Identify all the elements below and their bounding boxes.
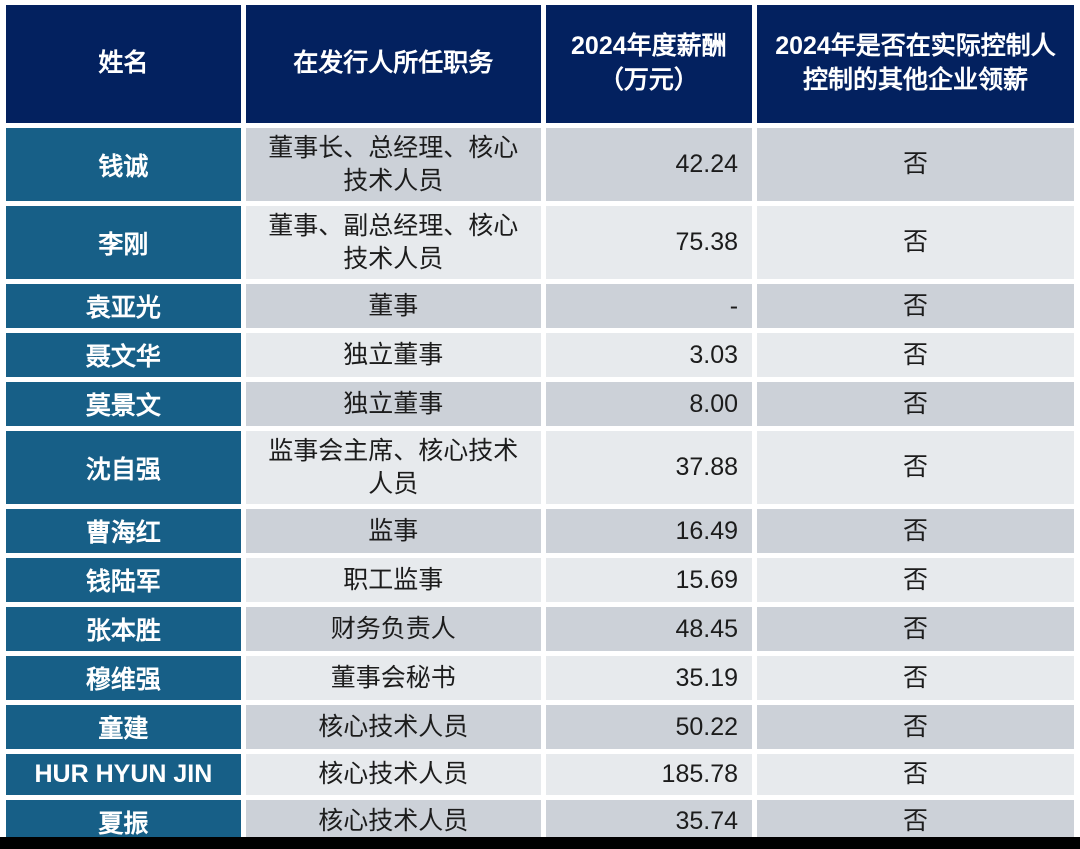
- salary-cell: 185.78: [545, 754, 753, 795]
- name-cell: 曹海红: [6, 509, 241, 553]
- name-cell: 童建: [6, 705, 241, 749]
- salary-cell: 35.19: [545, 656, 753, 700]
- table-row: 夏振 核心技术人员 35.74 否: [6, 799, 1074, 844]
- col-header-salary: 2024年度薪酬 （万元）: [545, 5, 753, 123]
- salary-cell: 16.49: [545, 509, 753, 553]
- position-cell: 董事、副总经理、核心技术人员: [245, 206, 541, 279]
- other-pay-cell: 否: [757, 382, 1074, 426]
- other-pay-cell: 否: [757, 206, 1074, 279]
- position-cell: 独立董事: [245, 382, 541, 426]
- other-pay-cell: 否: [757, 284, 1074, 328]
- position-cell: 监事会主席、核心技术人员: [245, 431, 541, 504]
- other-pay-cell: 否: [757, 754, 1074, 795]
- name-cell: HUR HYUN JIN: [6, 754, 241, 795]
- table-row: 张本胜 财务负责人 48.45 否: [6, 607, 1074, 651]
- salary-cell: 37.88: [545, 431, 753, 504]
- salary-cell: 42.24: [545, 128, 753, 201]
- salary-cell: 3.03: [545, 333, 753, 377]
- name-cell: 李刚: [6, 206, 241, 279]
- salary-cell: 50.22: [545, 705, 753, 749]
- table-row: 袁亚光 董事 - 否: [6, 284, 1074, 328]
- other-pay-cell: 否: [757, 705, 1074, 749]
- salary-cell: 8.00: [545, 382, 753, 426]
- position-cell: 董事会秘书: [245, 656, 541, 700]
- position-cell: 监事: [245, 509, 541, 553]
- table-row: 钱陆军 职工监事 15.69 否: [6, 558, 1074, 602]
- other-pay-cell: 否: [757, 333, 1074, 377]
- salary-cell: -: [545, 284, 753, 328]
- table-row: 李刚 董事、副总经理、核心技术人员 75.38 否: [6, 206, 1074, 279]
- table-row: 聂文华 独立董事 3.03 否: [6, 333, 1074, 377]
- other-pay-cell: 否: [757, 656, 1074, 700]
- table-row: 曹海红 监事 16.49 否: [6, 509, 1074, 553]
- position-cell: 独立董事: [245, 333, 541, 377]
- table-row: 沈自强 监事会主席、核心技术人员 37.88 否: [6, 431, 1074, 504]
- salary-cell: 35.74: [545, 799, 753, 844]
- name-cell: 张本胜: [6, 607, 241, 651]
- name-cell: 袁亚光: [6, 284, 241, 328]
- other-pay-cell: 否: [757, 431, 1074, 504]
- name-cell: 夏振: [6, 799, 241, 844]
- name-cell: 莫景文: [6, 382, 241, 426]
- col-header-name: 姓名: [6, 5, 241, 123]
- col-header-position: 在发行人所任职务: [245, 5, 541, 123]
- other-pay-cell: 否: [757, 607, 1074, 651]
- salary-cell: 48.45: [545, 607, 753, 651]
- position-cell: 核心技术人员: [245, 705, 541, 749]
- position-cell: 职工监事: [245, 558, 541, 602]
- position-cell: 董事: [245, 284, 541, 328]
- table-row: 穆维强 董事会秘书 35.19 否: [6, 656, 1074, 700]
- salary-cell: 75.38: [545, 206, 753, 279]
- table-row: 钱诚 董事长、总经理、核心技术人员 42.24 否: [6, 128, 1074, 201]
- other-pay-cell: 否: [757, 558, 1074, 602]
- bottom-bar: [0, 837, 1080, 849]
- name-cell: 沈自强: [6, 431, 241, 504]
- name-cell: 钱陆军: [6, 558, 241, 602]
- other-pay-cell: 否: [757, 509, 1074, 553]
- name-cell: 聂文华: [6, 333, 241, 377]
- position-cell: 财务负责人: [245, 607, 541, 651]
- name-cell: 穆维强: [6, 656, 241, 700]
- col-header-other-pay: 2024年是否在实际控制人控制的其他企业领薪: [757, 5, 1074, 123]
- table-row: 童建 核心技术人员 50.22 否: [6, 705, 1074, 749]
- header-row: 姓名 在发行人所任职务 2024年度薪酬 （万元） 2024年是否在实际控制人控…: [6, 5, 1074, 123]
- other-pay-cell: 否: [757, 799, 1074, 844]
- other-pay-cell: 否: [757, 128, 1074, 201]
- table-body: 钱诚 董事长、总经理、核心技术人员 42.24 否李刚 董事、副总经理、核心技术人员 75…: [6, 128, 1074, 844]
- table-row: HUR HYUN JIN 核心技术人员 185.78 否: [6, 754, 1074, 795]
- table-row: 莫景文 独立董事 8.00 否: [6, 382, 1074, 426]
- position-cell: 董事长、总经理、核心技术人员: [245, 128, 541, 201]
- position-cell: 核心技术人员: [245, 754, 541, 795]
- name-cell: 钱诚: [6, 128, 241, 201]
- salary-cell: 15.69: [545, 558, 753, 602]
- position-cell: 核心技术人员: [245, 799, 541, 844]
